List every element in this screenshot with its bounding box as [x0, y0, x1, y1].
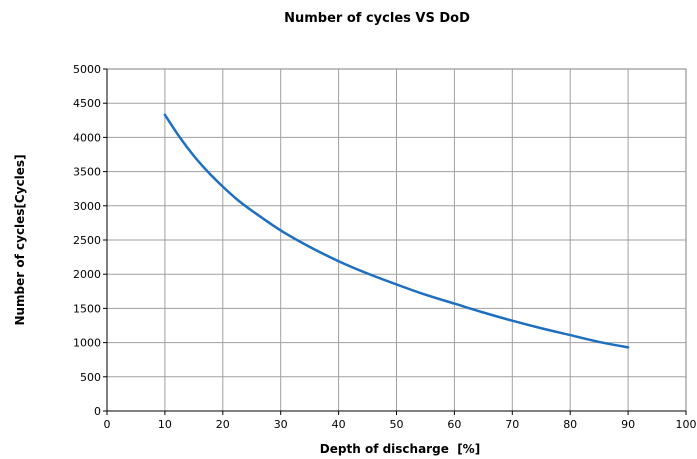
y-tick-label: 500	[80, 371, 101, 384]
y-axis-ticks: 0 500 1000 1500 2000 2500 3000 3500 4000 4500 5000	[73, 63, 107, 418]
y-tick-label: 2000	[73, 268, 101, 281]
y-tick-label: 1500	[73, 302, 101, 315]
x-axis-ticks: 0 10 20 30 40 50 60 70 80 90 100	[104, 411, 697, 431]
x-tick-label: 50	[390, 418, 404, 431]
x-tick-label: 40	[332, 418, 346, 431]
y-tick-label: 0	[94, 405, 101, 418]
gridlines	[107, 69, 686, 411]
y-tick-label: 3500	[73, 166, 101, 179]
x-tick-label: 10	[158, 418, 172, 431]
y-tick-label: 2500	[73, 234, 101, 247]
y-tick-label: 4000	[73, 131, 101, 144]
x-tick-label: 100	[676, 418, 697, 431]
y-axis-title: Number of cycles[Cycles]	[13, 154, 27, 325]
x-axis-title: Depth of discharge [%]	[320, 442, 480, 456]
x-tick-label: 80	[563, 418, 577, 431]
y-tick-label: 1000	[73, 337, 101, 350]
x-tick-label: 0	[104, 418, 111, 431]
x-tick-label: 90	[621, 418, 635, 431]
y-tick-label: 5000	[73, 63, 101, 76]
x-tick-label: 70	[505, 418, 519, 431]
chart-title: Number of cycles VS DoD	[284, 11, 470, 26]
x-tick-label: 30	[274, 418, 288, 431]
series-layer	[163, 113, 630, 349]
y-tick-label: 4500	[73, 97, 101, 110]
y-tick-label: 3000	[73, 200, 101, 213]
x-tick-label: 20	[216, 418, 230, 431]
x-tick-label: 60	[447, 418, 461, 431]
series-line-0	[163, 113, 630, 349]
